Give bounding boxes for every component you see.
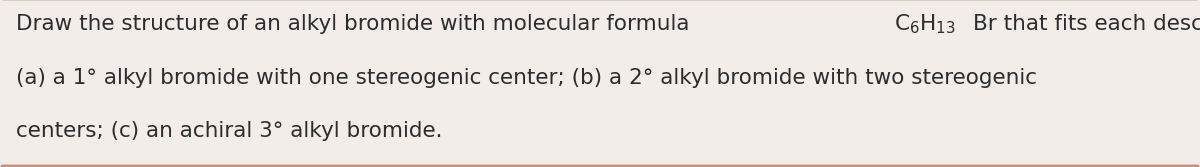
Text: centers; (c) an achiral 3° alkyl bromide.: centers; (c) an achiral 3° alkyl bromide… — [16, 121, 442, 141]
Text: $\mathregular{C_6H_{13}}$: $\mathregular{C_6H_{13}}$ — [894, 12, 955, 36]
Text: Draw the structure of an alkyl bromide with molecular formula: Draw the structure of an alkyl bromide w… — [16, 14, 696, 34]
Text: Br that fits each description:: Br that fits each description: — [973, 14, 1200, 34]
Text: (a) a 1° alkyl bromide with one stereogenic center; (b) a 2° alkyl bromide with : (a) a 1° alkyl bromide with one stereoge… — [16, 67, 1037, 88]
